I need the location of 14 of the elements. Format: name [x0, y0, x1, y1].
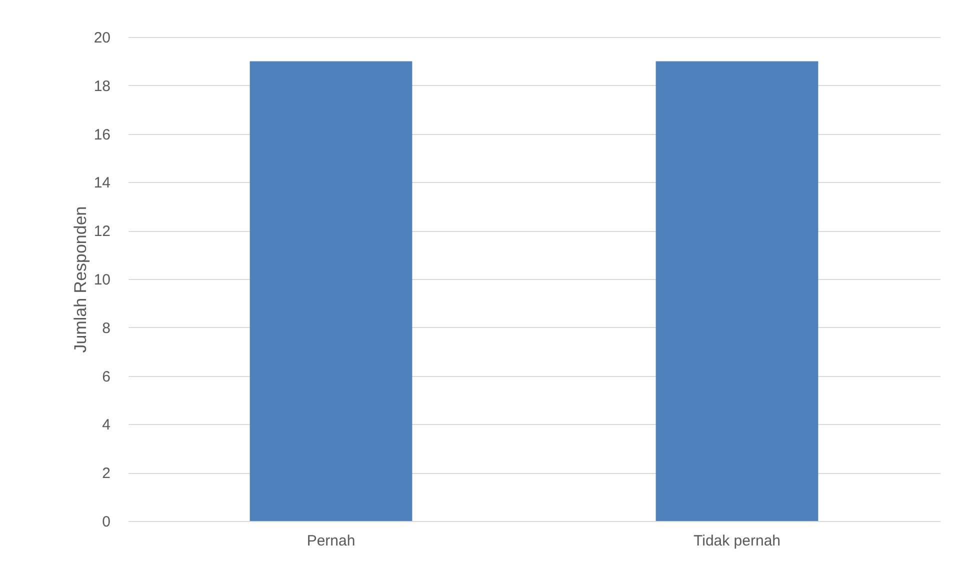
y-tick-label: 12 — [94, 223, 110, 240]
x-tick-label: Tidak pernah — [694, 532, 780, 550]
y-tick-label: 10 — [94, 272, 110, 288]
y-tick-label: 14 — [94, 174, 110, 192]
y-tick-label: 6 — [102, 368, 110, 386]
y-tick-label: 20 — [94, 30, 110, 46]
y-tick-label: 16 — [94, 126, 110, 144]
y-tick-label: 8 — [102, 320, 110, 337]
y-tick-label: 4 — [102, 416, 110, 434]
y-tick-label: 18 — [94, 78, 110, 95]
x-tick-label: Pernah — [306, 532, 356, 550]
y-tick-label: 0 — [102, 514, 110, 530]
y-axis-title: Jumlah Responden — [70, 206, 90, 353]
y-tick-label: 2 — [102, 465, 110, 482]
